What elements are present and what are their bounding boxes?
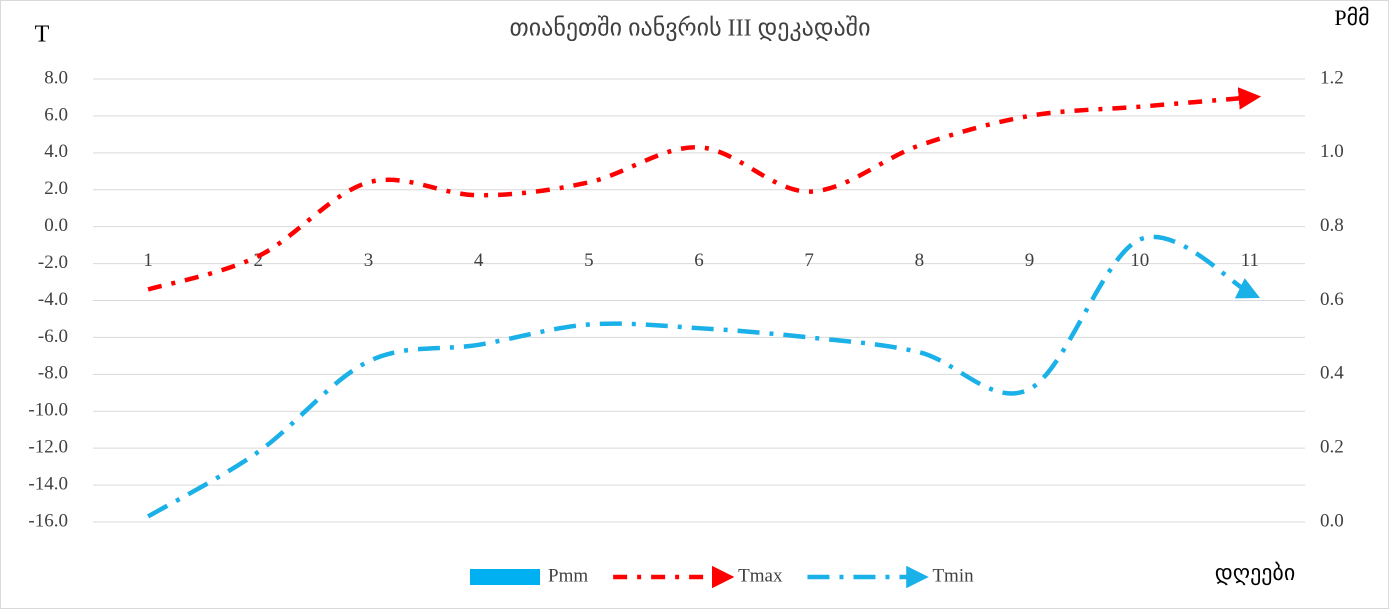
y-tick-label: -2.0 xyxy=(38,252,68,273)
y-tick-label: -16.0 xyxy=(28,510,68,531)
x-tick-label: 11 xyxy=(1241,250,1259,271)
y-tick-label: -8.0 xyxy=(38,363,68,384)
y2-tick-label: 0.6 xyxy=(1320,289,1344,310)
legend-label: Pmm xyxy=(548,565,588,586)
y-tick-label: 6.0 xyxy=(44,104,68,125)
x-tick-label: 4 xyxy=(474,250,484,271)
x-tick-label: 10 xyxy=(1130,250,1149,271)
y2-tick-label: 0.0 xyxy=(1320,510,1344,531)
x-tick-label: 7 xyxy=(804,250,814,271)
y-tick-label: -12.0 xyxy=(28,437,68,458)
y-tick-label: -14.0 xyxy=(28,473,68,494)
y-tick-label: -10.0 xyxy=(28,400,68,421)
x-tick-label: 9 xyxy=(1025,250,1035,271)
y-tick-label: -6.0 xyxy=(38,326,68,347)
x-tick-label: 8 xyxy=(915,250,925,271)
y2-tick-label: 0.4 xyxy=(1320,363,1344,384)
y2-tick-label: 1.0 xyxy=(1320,141,1344,162)
y-tick-label: 2.0 xyxy=(44,178,68,199)
y2-tick-label: 1.2 xyxy=(1320,67,1344,88)
legend-label: Tmin xyxy=(932,565,974,586)
x-axis-title: დღეები xyxy=(1215,560,1295,586)
y-tick-label: 0.0 xyxy=(44,215,68,236)
y2-tick-label: 0.8 xyxy=(1320,215,1344,236)
x-tick-label: 3 xyxy=(364,250,374,271)
legend-swatch xyxy=(470,569,540,585)
x-tick-label: 2 xyxy=(254,250,264,271)
y2-axis-title: Pმმ xyxy=(1334,5,1369,30)
y2-tick-label: 0.2 xyxy=(1320,437,1344,458)
line-series xyxy=(146,234,1261,519)
y-tick-label: 8.0 xyxy=(44,67,68,88)
x-tick-label: 6 xyxy=(694,250,704,271)
chart-title: თიანეთში იანვრის III დეკადაში xyxy=(509,15,870,42)
x-tick-label: 5 xyxy=(584,250,594,271)
x-tick-label: 1 xyxy=(143,250,153,271)
y-tick-label: -4.0 xyxy=(38,289,68,310)
legend-label: Tmax xyxy=(738,565,783,586)
y-axis-title: T xyxy=(35,22,50,48)
y-tick-label: 4.0 xyxy=(44,141,68,162)
